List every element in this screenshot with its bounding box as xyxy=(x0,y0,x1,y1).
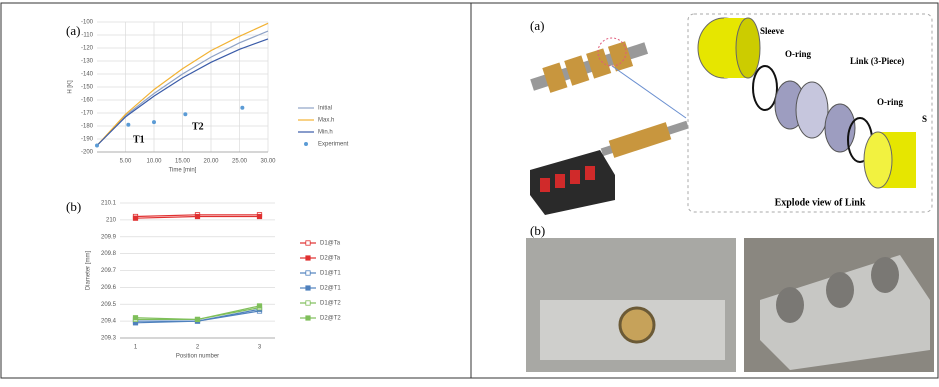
annotation: (a) xyxy=(66,23,80,38)
y-tick-label: 209.6 xyxy=(101,285,117,291)
x-tick-label: 10.00 xyxy=(146,159,162,165)
y-tick-label: -150 xyxy=(81,85,94,91)
y-tick-label: -170 xyxy=(81,111,94,117)
legend-label: D1@T1 xyxy=(320,271,341,277)
line xyxy=(96,22,269,146)
line xyxy=(96,38,269,146)
y-tick-label: -180 xyxy=(81,124,94,130)
parts xyxy=(697,17,916,189)
legend-swatch xyxy=(305,240,311,246)
y-tick-label: -100 xyxy=(81,20,94,26)
legend-swatch xyxy=(304,142,308,146)
shaft-top xyxy=(530,41,649,93)
data-point xyxy=(194,316,201,323)
y-tick-label: -200 xyxy=(81,150,94,156)
data-point xyxy=(132,315,139,321)
legend-label: D2@Ta xyxy=(320,256,341,262)
x-tick-label: 3 xyxy=(258,345,262,351)
legend-label: D1@T2 xyxy=(320,301,341,307)
line xyxy=(96,30,269,146)
y-tick-label: -130 xyxy=(81,59,94,65)
legend-swatch xyxy=(305,270,311,276)
legend-label: D2@T2 xyxy=(320,316,341,322)
clamp xyxy=(530,150,615,215)
y-tick-label: 209.3 xyxy=(101,336,117,342)
y-tick-label: -140 xyxy=(81,72,94,78)
caption: Explode view of Link xyxy=(775,197,866,208)
frame xyxy=(0,2,939,379)
data-point xyxy=(256,213,263,220)
y-tick-label: 209.7 xyxy=(101,268,117,274)
y-axis-label: H [K] xyxy=(68,80,74,94)
y-tick-label: -110 xyxy=(81,33,93,39)
y-tick-label: 209.9 xyxy=(101,234,117,240)
legend-label: D1@Ta xyxy=(320,241,341,247)
y-tick-label: 210.1 xyxy=(101,201,117,207)
y-tick-label: -120 xyxy=(81,46,94,52)
legend-swatch xyxy=(305,315,311,321)
x-tick-label: 30.00 xyxy=(260,159,276,165)
x-tick-label: 1 xyxy=(134,345,138,351)
part-label: O-ring xyxy=(877,97,903,107)
annotation: T1 xyxy=(133,134,145,145)
data-point xyxy=(95,143,99,148)
data-point xyxy=(126,122,131,127)
y-tick-label: 210 xyxy=(106,217,117,223)
inset-box xyxy=(687,13,933,213)
x-tick-label: 15.00 xyxy=(175,159,191,165)
y-tick-label: 209.4 xyxy=(101,319,117,325)
y-tick-label: 209.5 xyxy=(101,302,117,308)
shaft-bottom xyxy=(600,120,689,158)
x-tick-label: 25.00 xyxy=(232,159,248,165)
x-tick-label: 5.00 xyxy=(120,159,132,165)
y-axis-label: Diameter [mm] xyxy=(86,251,92,291)
legend-swatch xyxy=(305,300,311,306)
part-label: O-ring xyxy=(785,49,811,59)
x-axis-label: Time [min] xyxy=(169,168,197,174)
legend-swatch xyxy=(305,255,311,261)
y-tick-label: -160 xyxy=(81,98,94,104)
x-tick-label: 20.00 xyxy=(203,159,219,165)
part-label: Link (3-Piece) xyxy=(850,56,904,66)
part-label: Sleeve xyxy=(760,26,784,36)
y-tick-label: -190 xyxy=(81,137,94,143)
data-point xyxy=(152,120,156,125)
legend-label: Min.h xyxy=(318,130,333,136)
data-point xyxy=(132,215,139,221)
data-point xyxy=(194,213,201,220)
data-point xyxy=(183,112,188,117)
annotation: T2 xyxy=(192,121,204,132)
x-axis-label: Position number xyxy=(176,354,219,360)
data-point xyxy=(240,105,245,110)
part-label: S xyxy=(922,114,927,124)
panel-label: (b) xyxy=(530,223,545,238)
legend-swatch xyxy=(305,285,311,291)
data-point xyxy=(256,303,263,309)
legend-label: D2@T1 xyxy=(320,286,341,292)
x-tick-label: 2 xyxy=(196,345,200,351)
legend-label: Initial xyxy=(318,106,332,112)
pointer xyxy=(611,65,687,119)
illustration xyxy=(526,13,934,372)
y-tick-label: 209.8 xyxy=(101,251,117,257)
panel-label: (a) xyxy=(530,18,544,33)
legend-label: Experiment xyxy=(318,142,349,148)
legend-label: Max.h xyxy=(318,118,334,124)
annotation: (b) xyxy=(66,199,81,214)
